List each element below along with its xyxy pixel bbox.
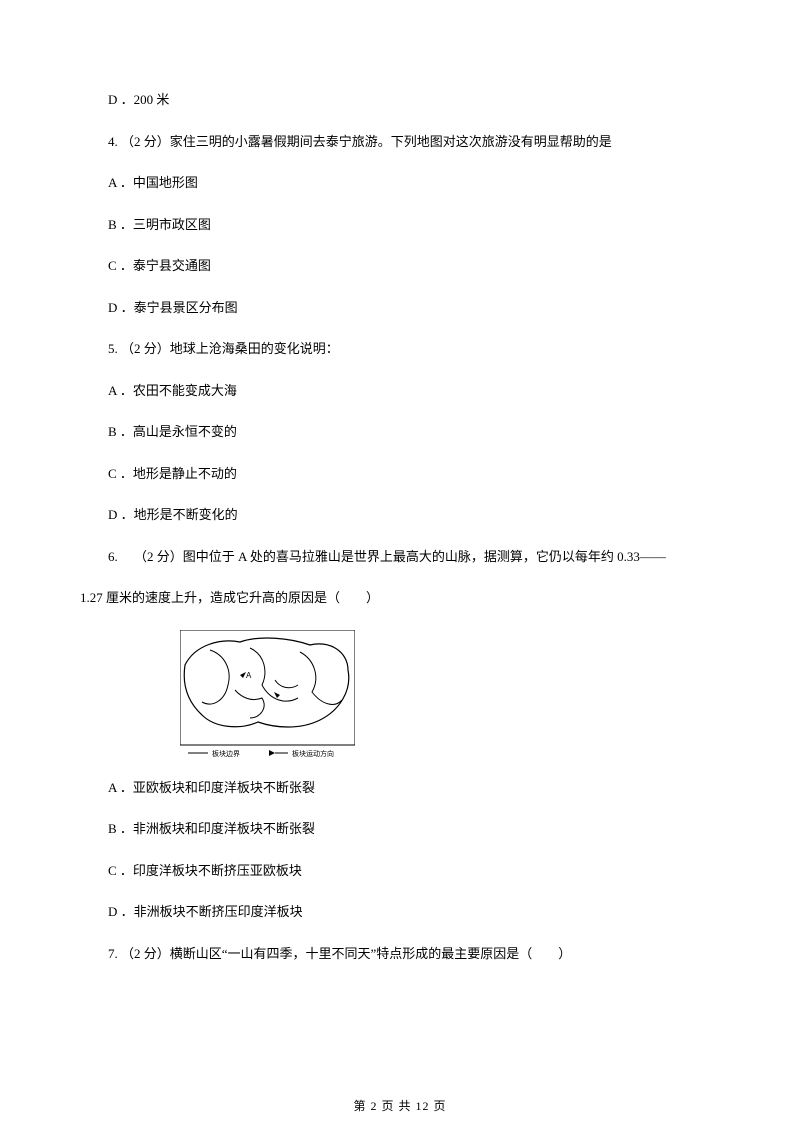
q5-option-d: D ．地形是不断变化的 [80, 505, 720, 525]
legend-right: 板块运动方向 [292, 749, 334, 758]
plate-map-svg: A 板块边界 板块运动方向 [180, 630, 355, 760]
q5-option-b: B ．高山是永恒不变的 [80, 422, 720, 442]
q5-stem: 5. （2 分）地球上沧海桑田的变化说明： [80, 339, 720, 359]
plate-map-figure: A 板块边界 板块运动方向 [180, 630, 355, 760]
q6-option-c: C ．印度洋板块不断挤压亚欧板块 [80, 861, 720, 881]
page-body: D ．200 米 4. （2 分）家住三明的小露暑假期间去泰宁旅游。下列地图对这… [0, 0, 800, 1045]
q4-option-a: A ．中国地形图 [80, 173, 720, 193]
q5-option-a: A ．农田不能变成大海 [80, 381, 720, 401]
q3-option-d: D ．200 米 [80, 90, 720, 110]
q6-stem-line-2: 1.27 厘米的速度上升，造成它升高的原因是（ ） [80, 588, 720, 608]
q6-option-d: D ．非洲板块不断挤压印度洋板块 [80, 902, 720, 922]
q6-option-b: B ．非洲板块和印度洋板块不断张裂 [80, 819, 720, 839]
q4-option-d: D ．泰宁县景区分布图 [80, 298, 720, 318]
q7-stem: 7. （2 分）横断山区“一山有四季，十里不同天”特点形成的最主要原因是（ ） [80, 944, 720, 964]
svg-text:A: A [246, 671, 252, 680]
page-footer: 第 2 页 共 12 页 [0, 1097, 800, 1114]
q5-option-c: C ．地形是静止不动的 [80, 464, 720, 484]
q6-option-a: A ．亚欧板块和印度洋板块不断张裂 [80, 778, 720, 798]
legend-left: 板块边界 [212, 749, 240, 758]
q4-option-b: B ．三明市政区图 [80, 215, 720, 235]
q4-option-c: C ．泰宁县交通图 [80, 256, 720, 276]
q6-stem-line-1: 6. （2 分）图中位于 A 处的喜马拉雅山是世界上最高大的山脉，据测算，它仍以… [80, 547, 720, 567]
q4-stem: 4. （2 分）家住三明的小露暑假期间去泰宁旅游。下列地图对这次旅游没有明显帮助… [80, 132, 720, 152]
